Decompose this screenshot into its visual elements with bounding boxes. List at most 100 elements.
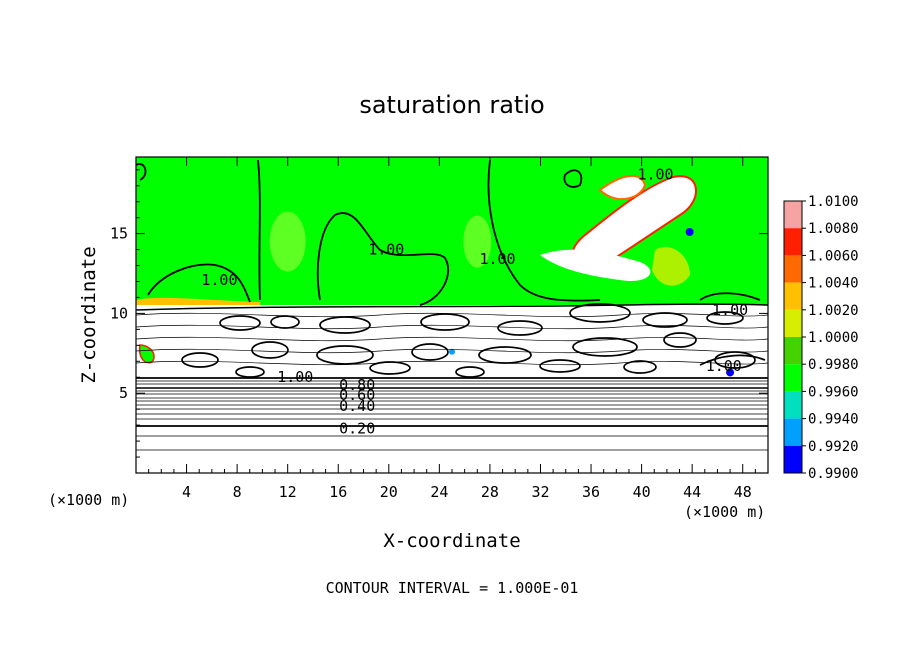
y-axis-label: Z-coordinate <box>78 246 100 383</box>
contour-interval-note: CONTOUR INTERVAL = 1.000E-01 <box>326 579 579 597</box>
contour-closed <box>623 360 657 374</box>
contour-line <box>135 413 769 415</box>
contour-line <box>135 424 769 428</box>
contour-label: 0.40 <box>339 397 375 415</box>
contour-line <box>135 393 769 395</box>
contour-closed <box>455 366 485 378</box>
contour-line <box>135 360 769 366</box>
contour-line <box>135 390 769 392</box>
contour-line <box>135 386 769 390</box>
x-tick-label: 16 <box>329 483 347 501</box>
field-patch <box>726 368 735 377</box>
contour-label: 1.00 <box>277 368 313 386</box>
contour-closed <box>316 345 374 365</box>
contour-closed <box>219 315 261 331</box>
contour-label: 1.00 <box>201 271 237 289</box>
x-tick-label: 40 <box>633 483 651 501</box>
contour-line <box>135 376 769 380</box>
field-patch <box>463 215 492 268</box>
colorbar-label: 0.9940 <box>808 412 859 428</box>
contour-line-bold <box>147 263 251 303</box>
contour-closed <box>420 313 470 331</box>
x-unit-left: (×1000 m) <box>48 491 129 509</box>
colorbar-label: 0.9960 <box>808 384 859 400</box>
contour-line-bold <box>135 163 147 181</box>
x-tick-label: 32 <box>531 483 549 501</box>
contour-line-bold <box>135 303 769 311</box>
plot-area: 1.00 1.00 1.00 1.00 1.00 1.00 1.00 0.800.600.40… <box>110 156 769 501</box>
colorbar-label: 0.9920 <box>808 439 859 455</box>
y-tick-label: 5 <box>119 384 128 402</box>
contour-closed <box>181 352 219 368</box>
x-axis-label: X-coordinate <box>383 530 520 552</box>
contour-line <box>135 380 769 382</box>
colorbar-swatch <box>784 337 802 365</box>
colorbar-label: 1.0020 <box>808 303 859 319</box>
colorbar-swatch <box>784 445 802 473</box>
contour-label: 1.00 <box>706 357 742 375</box>
colorbar-swatch <box>784 309 802 337</box>
colorbar-swatch <box>784 418 802 446</box>
contour-closed <box>572 337 638 357</box>
field-patch <box>540 249 651 281</box>
x-tick-label: 24 <box>430 483 448 501</box>
contour-line <box>135 400 769 402</box>
contour-closed <box>319 316 371 334</box>
colorbar-label: 1.0040 <box>808 276 859 292</box>
field-patch <box>598 175 647 200</box>
x-tick-label: 36 <box>582 483 600 501</box>
contour-line <box>135 435 769 437</box>
contour-line-bold <box>487 159 601 302</box>
y-tick-label: 10 <box>110 304 128 322</box>
contour-line <box>135 408 769 410</box>
x-tick-label: 4 <box>182 483 191 501</box>
contour-line <box>135 418 769 420</box>
colorbar: 1.0100 1.0080 1.0060 1.0040 1.0020 1.0000 0.99… <box>783 194 859 482</box>
colorbar-swatch <box>784 391 802 419</box>
x-unit-right: (×1000 m) <box>684 503 765 521</box>
contour-line-bold <box>257 159 261 301</box>
contour-line-bold <box>563 169 583 188</box>
field-patch <box>685 228 694 237</box>
contour-closed <box>642 312 688 328</box>
contour-label: 0.20 <box>339 419 375 437</box>
contour-line <box>135 449 769 451</box>
x-tick-label: 44 <box>683 483 701 501</box>
contour-line <box>135 404 769 406</box>
contour-line <box>135 336 769 342</box>
contour-line <box>135 324 769 330</box>
colorbar-label: 0.9900 <box>808 466 859 482</box>
contour-line-bold <box>316 212 450 306</box>
chart-title: saturation ratio <box>359 91 544 119</box>
contour-label: 0.80 <box>339 376 375 394</box>
contour-label: 0.60 <box>339 386 375 404</box>
y-tick-label: 15 <box>110 225 128 243</box>
colorbar-swatch <box>784 282 802 310</box>
contour-label: 1.00 <box>637 166 673 184</box>
field-patch <box>449 348 455 355</box>
colorbar-swatch <box>784 364 802 392</box>
contour-closed <box>235 366 265 378</box>
contour-line <box>135 312 769 318</box>
contour-label: 1.00 <box>368 241 404 259</box>
field-patch <box>136 297 260 305</box>
colorbar-swatch <box>784 201 802 229</box>
colorbar-label: 1.0060 <box>808 248 859 264</box>
contour-lines <box>135 159 769 451</box>
subsaturated-region <box>136 305 768 473</box>
colorbar-label: 1.0100 <box>808 194 859 210</box>
contour-closed <box>497 320 543 336</box>
colorbar-label: 1.0080 <box>808 221 859 237</box>
field-patch <box>652 246 690 286</box>
contour-closed <box>539 359 581 373</box>
x-tick-label: 20 <box>380 483 398 501</box>
contour-line <box>135 383 769 385</box>
contour-line-bold <box>699 292 761 301</box>
field-patch <box>269 211 306 272</box>
contour-closed <box>569 303 631 323</box>
contour-closed <box>706 311 744 325</box>
x-tick-label: 12 <box>279 483 297 501</box>
contour-line <box>135 348 769 354</box>
